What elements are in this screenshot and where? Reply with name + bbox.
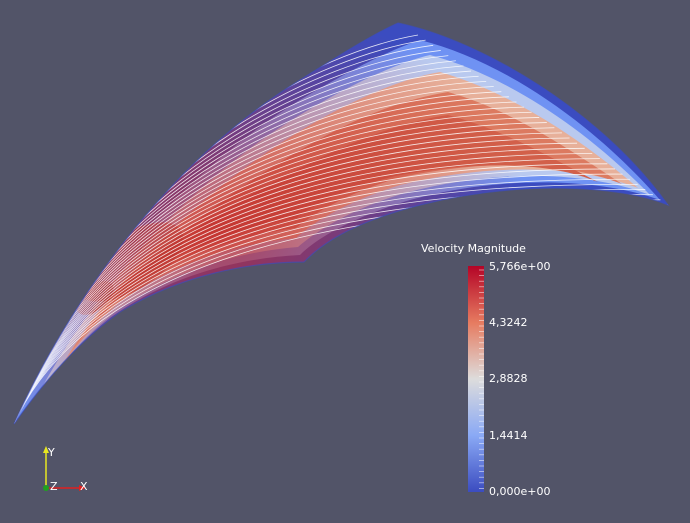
legend-tick-min: 0,000e+00 [489, 485, 551, 498]
legend-tick-2: 2,8828 [489, 372, 528, 385]
x-axis-arrow [79, 485, 86, 491]
streamline [16, 163, 608, 417]
z-axis-label: Z [50, 480, 58, 493]
color-legend[interactable]: Velocity Magnitude 5,766e+00 4,3242 2,88… [421, 242, 561, 502]
legend-title: Velocity Magnitude [421, 242, 526, 255]
axes-triad [43, 446, 86, 491]
streamline [16, 158, 600, 416]
legend-tick-max: 5,766e+00 [489, 260, 551, 273]
streamline [14, 183, 638, 421]
z-axis-dot [43, 485, 49, 491]
legend-tick-1: 1,4414 [489, 429, 528, 442]
streamline [15, 178, 631, 420]
x-axis-label: X [80, 480, 88, 493]
streamline [15, 173, 623, 419]
y-axis-arrow [43, 446, 49, 453]
color-ramp [468, 266, 484, 492]
streamline [15, 168, 615, 418]
y-axis-label: Y [48, 446, 55, 459]
orientation-axes[interactable]: Y X Z [34, 440, 104, 500]
blade-outline [13, 22, 670, 425]
legend-tick-3: 4,3242 [489, 316, 528, 329]
